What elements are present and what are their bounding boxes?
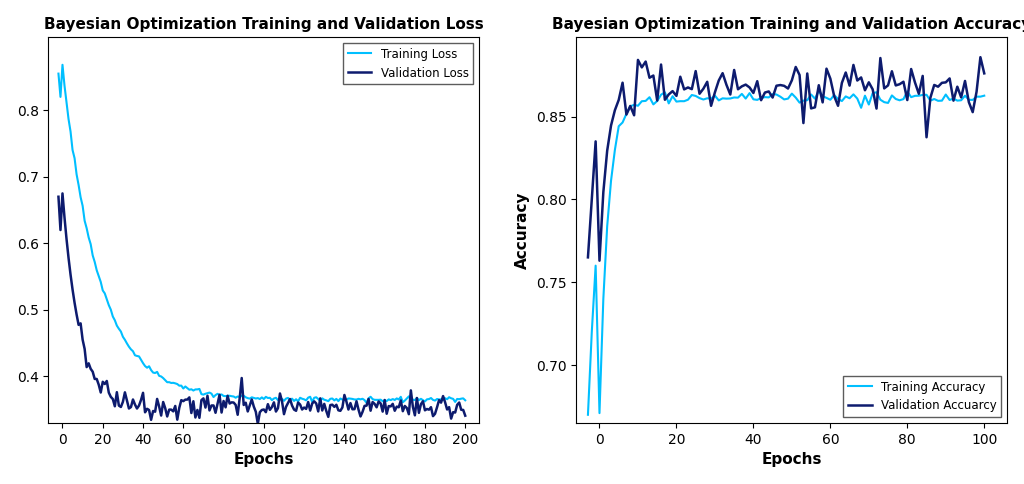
Training Accuracy — [813, 88, 825, 94]
Training Loss — [165, 380, 177, 386]
Training Loss — [71, 171, 83, 177]
Training Loss — [102, 302, 115, 308]
Line: Validation Accuarcy: Validation Accuarcy — [588, 57, 984, 261]
Training Accuracy — [582, 412, 594, 418]
Training Accuracy — [778, 96, 791, 102]
Title: Bayesian Optimization Training and Validation Accuracy: Bayesian Optimization Training and Valid… — [552, 16, 1024, 31]
Legend: Training Loss, Validation Loss: Training Loss, Validation Loss — [343, 43, 473, 84]
Training Loss — [367, 396, 379, 402]
Training Loss — [308, 395, 321, 401]
Validation Loss — [102, 390, 115, 395]
Training Accuracy — [697, 97, 710, 103]
Training Loss — [52, 71, 65, 76]
Line: Training Loss: Training Loss — [58, 65, 465, 403]
Validation Loss — [71, 312, 83, 318]
Validation Accuarcy — [782, 86, 795, 91]
Training Accuracy — [947, 96, 959, 102]
Validation Loss — [56, 191, 69, 197]
Validation Accuarcy — [597, 189, 609, 195]
Line: Training Accuracy: Training Accuracy — [588, 91, 984, 415]
Validation Loss — [165, 407, 177, 412]
Training Accuracy — [967, 97, 979, 103]
Line: Validation Loss: Validation Loss — [58, 194, 465, 424]
Validation Accuarcy — [686, 86, 698, 92]
Validation Loss — [310, 401, 323, 407]
Validation Accuarcy — [593, 258, 605, 264]
Training Loss — [77, 203, 89, 209]
Training Loss — [459, 397, 471, 403]
Training Loss — [56, 62, 69, 68]
Validation Loss — [367, 399, 379, 405]
Training Accuracy — [682, 97, 694, 103]
Y-axis label: Accuracy: Accuracy — [515, 191, 530, 269]
Validation Accuarcy — [701, 79, 714, 85]
Validation Loss — [459, 413, 471, 419]
Training Accuracy — [978, 93, 990, 99]
X-axis label: Epochs: Epochs — [233, 453, 294, 468]
Validation Accuarcy — [967, 109, 979, 115]
Validation Accuarcy — [947, 98, 959, 104]
Training Accuracy — [593, 410, 605, 416]
Validation Loss — [52, 194, 65, 200]
Training Loss — [360, 400, 373, 406]
Validation Loss — [77, 337, 89, 343]
Title: Bayesian Optimization Training and Validation Loss: Bayesian Optimization Training and Valid… — [44, 16, 483, 31]
Legend: Training Accuracy, Validation Accuarcy: Training Accuracy, Validation Accuarcy — [843, 376, 1001, 417]
X-axis label: Epochs: Epochs — [762, 453, 822, 468]
Validation Accuarcy — [582, 255, 594, 260]
Validation Accuarcy — [978, 71, 990, 76]
Validation Accuarcy — [974, 54, 986, 60]
Validation Loss — [252, 421, 264, 427]
